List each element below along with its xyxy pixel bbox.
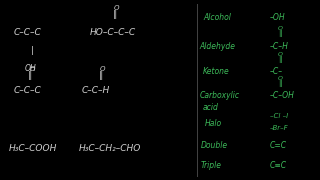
- Text: Ketone: Ketone: [203, 67, 230, 76]
- Text: –Br–F: –Br–F: [270, 125, 289, 131]
- Text: –C–OH: –C–OH: [270, 91, 295, 100]
- Text: |: |: [31, 46, 34, 55]
- Text: ‖: ‖: [113, 10, 117, 19]
- Text: Double: Double: [201, 141, 228, 150]
- Text: ‖: ‖: [278, 80, 281, 87]
- Text: O: O: [278, 26, 283, 31]
- Text: H₃C–CH₂–CHO: H₃C–CH₂–CHO: [79, 144, 141, 153]
- Text: C–C–C: C–C–C: [13, 28, 41, 37]
- Text: H₃C–COOH: H₃C–COOH: [9, 144, 57, 153]
- Text: Triple: Triple: [201, 161, 222, 170]
- Text: ‖: ‖: [278, 30, 281, 37]
- Text: acid: acid: [203, 103, 219, 112]
- Text: O: O: [278, 52, 283, 57]
- Text: ‖: ‖: [99, 71, 103, 80]
- Text: Carboxylic: Carboxylic: [200, 91, 240, 100]
- Text: O: O: [114, 5, 119, 11]
- Text: –C–: –C–: [270, 67, 283, 76]
- Text: –OH: –OH: [270, 13, 285, 22]
- Text: C–C–H: C–C–H: [82, 86, 110, 94]
- Text: ‖: ‖: [278, 56, 281, 63]
- Text: ‖: ‖: [28, 71, 33, 80]
- Text: Halo: Halo: [204, 119, 222, 128]
- Text: HO–C–C–C: HO–C–C–C: [90, 28, 136, 37]
- Text: O: O: [278, 76, 283, 81]
- Text: O: O: [100, 66, 105, 72]
- Text: –Cl –I: –Cl –I: [270, 113, 288, 119]
- Text: –C–H: –C–H: [270, 42, 289, 51]
- Text: OH: OH: [25, 64, 36, 73]
- Text: Alcohol: Alcohol: [203, 13, 231, 22]
- Text: O: O: [29, 66, 35, 72]
- Text: Aldehyde: Aldehyde: [200, 42, 236, 51]
- Text: C–C–C: C–C–C: [13, 86, 41, 94]
- Text: C≡C: C≡C: [270, 161, 287, 170]
- Text: C=C: C=C: [270, 141, 287, 150]
